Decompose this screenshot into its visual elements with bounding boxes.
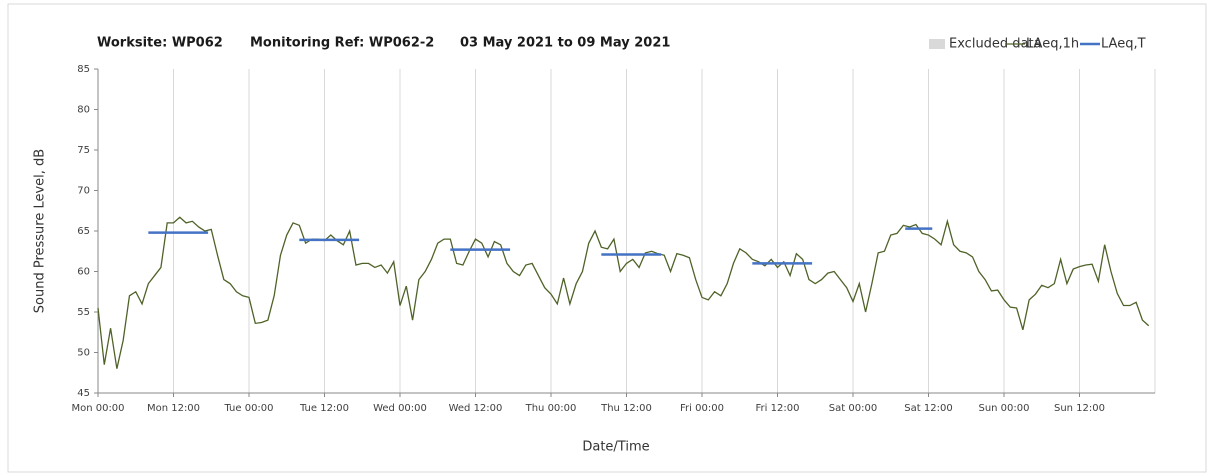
data-line (97, 216, 1150, 369)
y-tick-label: 50 (77, 348, 90, 359)
chart-title: Worksite: WP062 (97, 36, 223, 51)
x-axis-label: Date/Time (582, 440, 649, 455)
legend-label: LAeq,T (1101, 37, 1146, 52)
x-tick-label: Sun 12:00 (1054, 403, 1105, 414)
legend-label: LAeq,1h (1026, 37, 1079, 52)
chart-frame (7, 3, 1207, 473)
y-tick-label: 70 (77, 186, 90, 197)
y-tick-label: 60 (77, 267, 90, 278)
legend-label: Excluded data (949, 37, 1042, 52)
y-tick-label: 85 (77, 64, 90, 75)
x-tick-label: Tue 00:00 (223, 403, 273, 414)
y-tick-label: 55 (77, 307, 90, 318)
x-tick-label: Tue 12:00 (299, 403, 349, 414)
y-tick-label: 75 (77, 145, 90, 156)
y-tick-label: 80 (77, 105, 90, 116)
x-tick-label: Mon 00:00 (71, 403, 124, 414)
x-tick-label: Thu 00:00 (525, 403, 577, 414)
x-tick-label: Wed 00:00 (373, 403, 427, 414)
x-tick-label: Fri 00:00 (680, 403, 724, 414)
chart-title: Monitoring Ref: WP062-2 (250, 36, 434, 51)
y-tick-label: 65 (77, 226, 90, 237)
legend-swatch (929, 39, 945, 49)
x-tick-label: Sat 12:00 (904, 403, 952, 414)
y-axis-label: Sound Pressure Level, dB (33, 149, 48, 313)
x-tick-label: Fri 12:00 (756, 403, 800, 414)
x-tick-label: Thu 12:00 (600, 403, 652, 414)
chart-title: 03 May 2021 to 09 May 2021 (460, 36, 670, 51)
x-tick-label: Sat 00:00 (829, 403, 877, 414)
x-tick-label: Sun 00:00 (978, 403, 1029, 414)
x-tick-label: Mon 12:00 (147, 403, 200, 414)
y-tick-label: 45 (77, 388, 90, 399)
x-tick-label: Wed 12:00 (449, 403, 503, 414)
